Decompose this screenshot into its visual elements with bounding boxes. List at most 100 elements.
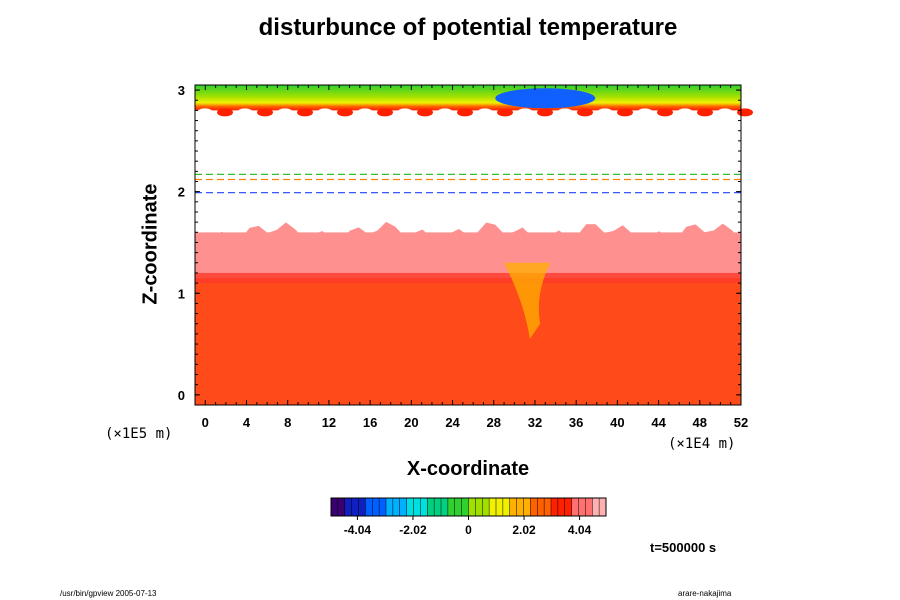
upper-fringe [437, 108, 453, 117]
x-tick-label: 24 [445, 415, 460, 430]
colorbar-cell [351, 498, 359, 516]
upper-fringe [697, 108, 713, 117]
plot-area [195, 85, 753, 405]
colorbar-cell [489, 498, 497, 516]
colorbar-cell [337, 498, 346, 516]
colorbar-cell [427, 498, 435, 516]
colorbar-cell [585, 498, 593, 516]
y-tick-label: 2 [178, 185, 185, 200]
band-upper-layer [195, 85, 741, 111]
colorbar-cell [551, 498, 559, 516]
plot-frame [194, 84, 742, 406]
colorbar-cell [502, 498, 511, 516]
band-lower-layer [195, 278, 741, 405]
colorbar-cell [454, 498, 463, 516]
upper-fringe [317, 108, 333, 117]
colorbar-cell [331, 498, 339, 516]
upper-fringe [657, 108, 673, 117]
x-tick-label: 48 [693, 415, 707, 430]
upper-fringe [377, 108, 393, 117]
colorbar-cell [386, 498, 394, 516]
x-tick-label: 44 [651, 415, 666, 430]
band-quiet-layer [195, 130, 741, 233]
upper-fringe [537, 108, 553, 117]
colorbar-cell [578, 498, 586, 516]
plume [504, 262, 551, 339]
upper-fringe [717, 108, 733, 117]
colorbar-cell [399, 498, 408, 516]
upper-fringe [397, 108, 413, 117]
colorbar-tick-label: -4.04 [344, 523, 372, 537]
upper-fringe [357, 108, 373, 117]
upper-fringe [477, 108, 493, 117]
x-axis-label: X-coordinate [406, 458, 530, 480]
x-tick-label: 16 [363, 415, 377, 430]
colorbar-cell [344, 498, 353, 516]
x-scale-label: (×1E4 m) [668, 436, 736, 452]
upper-fringe [277, 108, 293, 117]
x-tick-label: 32 [528, 415, 542, 430]
footer-left: /usr/bin/gpview 2005-07-13 [60, 589, 157, 598]
upper-fringe [737, 108, 753, 117]
time-label: t=500000 s [650, 540, 717, 555]
colorbar-cell [468, 498, 476, 516]
colorbar-cell [461, 498, 469, 516]
colorbar: -4.04 -2.02 0 2.02 4.04 [330, 497, 607, 537]
upper-fringe [237, 108, 253, 117]
upper-fringe [637, 108, 653, 117]
colorbar-cell [509, 498, 518, 516]
colorbar-cell [544, 498, 552, 516]
colorbar-cell [516, 498, 524, 516]
colorbar-cell [599, 498, 607, 516]
colorbar-cell [434, 498, 442, 516]
upper-fringe [217, 108, 233, 117]
lower-top-strip [195, 272, 741, 284]
upper-fringe [517, 108, 533, 117]
footer-right: arare-nakajima [678, 589, 732, 598]
upper-fringe [597, 108, 613, 117]
upper-fringe [677, 108, 693, 117]
colorbar-cell [441, 498, 449, 516]
upper-blue-feature [495, 88, 596, 109]
colorbar-cell [530, 498, 538, 516]
x-tick-label: 4 [243, 415, 251, 430]
colorbar-cell [379, 498, 387, 516]
chart-title: disturbunce of potential temperature [258, 14, 678, 41]
colorbar-cell [392, 498, 401, 516]
y-scale-label: (×1E5 m) [105, 426, 173, 442]
colorbar-cell [523, 498, 531, 516]
colorbar-tick-label: 0 [465, 523, 472, 537]
x-tick-label: 12 [322, 415, 336, 430]
colorbar-cell [592, 498, 600, 516]
colorbar-cell [420, 498, 428, 516]
x-tick-label: 28 [487, 415, 501, 430]
colorbar-cell [557, 498, 566, 516]
upper-fringe [557, 108, 573, 117]
colorbar-tick-label: -2.02 [399, 523, 427, 537]
upper-fringe [577, 108, 593, 117]
colorbar-cell [372, 498, 380, 516]
x-tick-label: 0 [202, 415, 209, 430]
x-tick-label: 20 [404, 415, 418, 430]
colorbar-cell [475, 498, 483, 516]
colorbar-tick-label: 4.04 [568, 523, 592, 537]
y-tick-label: 0 [178, 388, 185, 403]
x-tick-label: 52 [734, 415, 748, 430]
colorbar-cell [482, 498, 490, 516]
x-tick-label: 40 [610, 415, 624, 430]
y-axis-label: Z-coordinate [139, 183, 162, 305]
y-tick-label: 1 [178, 286, 185, 301]
colorbar-cell [447, 498, 456, 516]
colorbar-cell [365, 498, 373, 516]
upper-fringe [457, 108, 473, 117]
upper-fringe [197, 108, 213, 117]
colorbar-cell [413, 498, 421, 516]
colorbar-tick-label: 2.02 [512, 523, 536, 537]
colorbar-cell [406, 498, 414, 516]
x-tick-label: 8 [284, 415, 291, 430]
upper-fringe [297, 108, 313, 117]
colorbar-cell [496, 498, 504, 516]
colorbar-cell [537, 498, 545, 516]
